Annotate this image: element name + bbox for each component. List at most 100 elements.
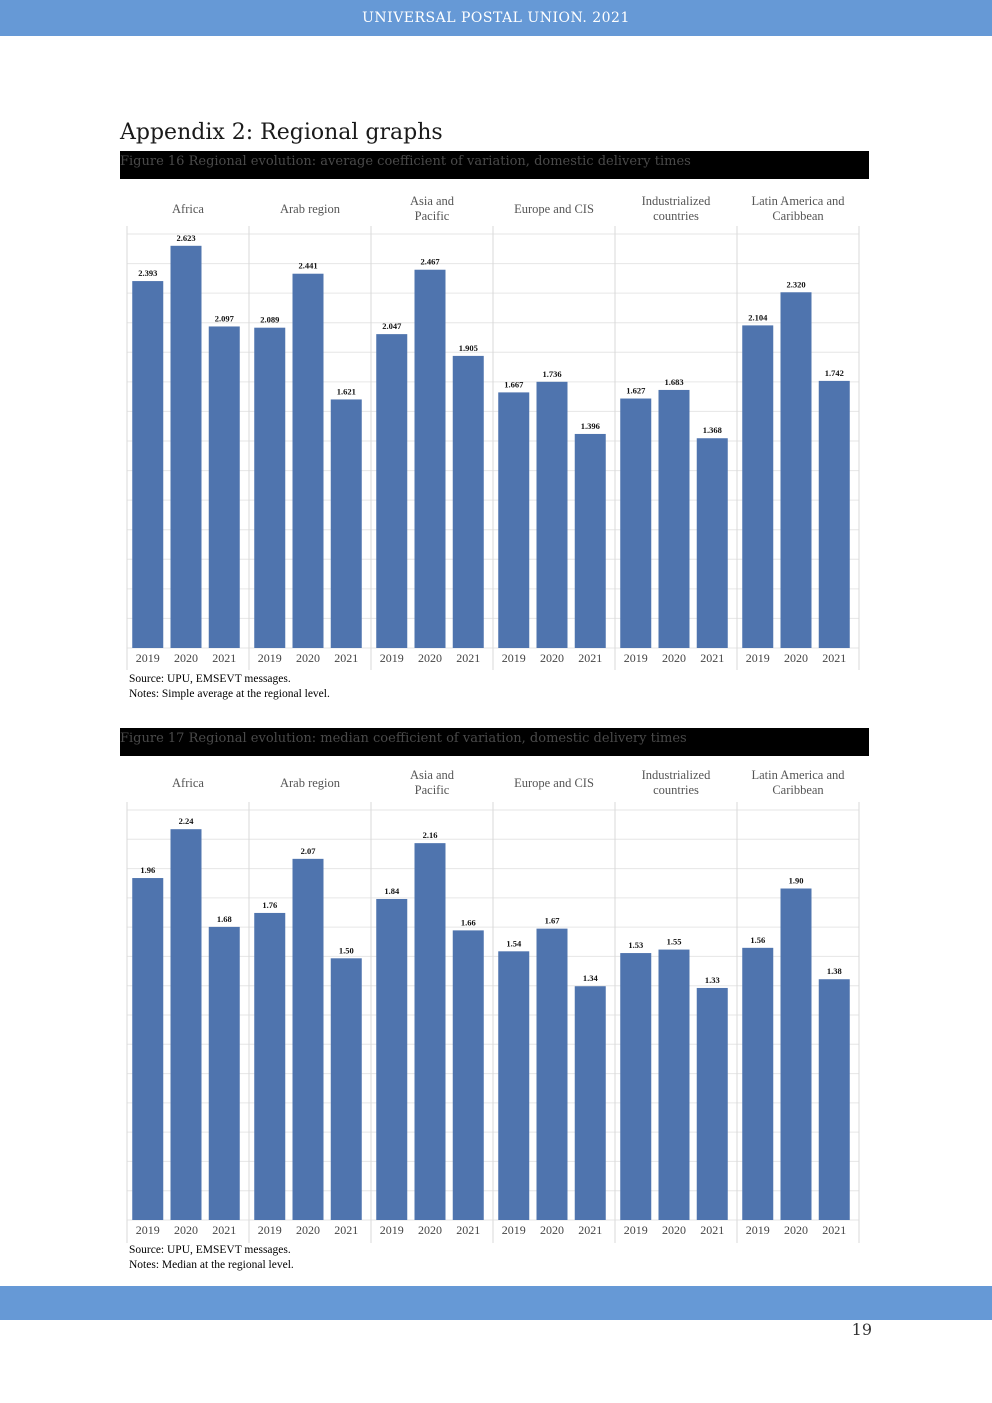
x-tick-label: 2019: [746, 1223, 770, 1237]
bar: [498, 392, 530, 648]
bar-data-label: 2.07: [301, 846, 317, 856]
panel-header-label: Industrialized: [642, 194, 711, 208]
panel-header-label: Industrialized: [642, 768, 711, 782]
x-tick-label: 2019: [136, 651, 160, 665]
bar-data-label: 1.67: [545, 916, 561, 926]
x-tick-label: 2020: [540, 1223, 564, 1237]
bar: [414, 843, 446, 1220]
bar: [742, 325, 774, 648]
figure-16-notes: Notes: Simple average at the regional le…: [129, 688, 330, 700]
panel-header-label: Arab region: [280, 776, 341, 790]
x-tick-label: 2021: [822, 651, 846, 665]
x-tick-label: 2021: [212, 1223, 236, 1237]
bar-data-label: 2.104: [748, 312, 768, 322]
x-tick-label: 2021: [334, 651, 358, 665]
bar-data-label: 2.097: [215, 313, 235, 323]
x-tick-label: 2021: [578, 1223, 602, 1237]
x-tick-label: 2021: [700, 651, 724, 665]
bar: [170, 245, 202, 648]
bar: [208, 926, 240, 1220]
page-number: 19: [851, 1320, 872, 1339]
figure-17-caption-bar: Figure 17 Regional evolution: median coe…: [120, 728, 869, 756]
x-tick-label: 2021: [212, 651, 236, 665]
bar: [818, 979, 850, 1220]
bar-data-label: 2.441: [298, 261, 317, 271]
bar-data-label: 1.90: [789, 876, 804, 886]
figure-16-source-notes: Source: UPU, EMSEVT messages. Notes: Sim…: [129, 672, 330, 702]
x-tick-label: 2019: [502, 651, 526, 665]
bar-data-label: 1.396: [581, 421, 600, 431]
panel-header-label: Asia and: [410, 194, 455, 208]
x-tick-label: 2021: [334, 1223, 358, 1237]
x-tick-label: 2021: [822, 1223, 846, 1237]
bar-data-label: 1.66: [461, 917, 476, 927]
bar-data-label: 2.623: [176, 233, 195, 243]
bar-data-label: 1.34: [583, 973, 599, 983]
bar-data-label: 1.56: [750, 935, 765, 945]
bar: [536, 381, 568, 648]
x-tick-label: 2020: [418, 651, 442, 665]
bar: [254, 327, 286, 648]
panel-header-label: Pacific: [415, 209, 450, 223]
bar-data-label: 1.33: [705, 975, 720, 985]
bar: [132, 878, 164, 1220]
bar-data-label: 1.627: [626, 386, 646, 396]
bar-data-label: 2.24: [179, 816, 195, 826]
bar: [742, 947, 774, 1220]
bar: [696, 987, 728, 1220]
bar: [254, 912, 286, 1220]
bar: [414, 269, 446, 648]
figure-16-source: Source: UPU, EMSEVT messages.: [129, 673, 291, 685]
bar-data-label: 1.667: [504, 379, 524, 389]
figure-17-caption: Figure 17 Regional evolution: median coe…: [120, 731, 687, 746]
bar-data-label: 1.742: [825, 368, 844, 378]
panel-header-label: Africa: [172, 202, 204, 216]
x-tick-label: 2019: [502, 1223, 526, 1237]
x-tick-label: 2020: [174, 1223, 198, 1237]
figure-17-svg: Africa 1.96 2019 2.24 2020 1.68 2021 Arab regio…: [126, 768, 860, 1243]
bar: [620, 953, 652, 1220]
bar: [376, 334, 408, 648]
bar: [780, 292, 812, 648]
panel-header-label: countries: [653, 209, 699, 223]
bar: [292, 858, 324, 1220]
x-tick-label: 2020: [784, 651, 808, 665]
x-tick-label: 2021: [578, 651, 602, 665]
bar-data-label: 1.55: [667, 937, 682, 947]
x-tick-label: 2020: [662, 1223, 686, 1237]
x-tick-label: 2019: [136, 1223, 160, 1237]
bar-data-label: 1.50: [339, 945, 354, 955]
x-tick-label: 2021: [700, 1223, 724, 1237]
bar-data-label: 1.76: [262, 900, 277, 910]
panel-header-label: Arab region: [280, 202, 341, 216]
footer-band: [0, 1286, 992, 1320]
bar: [330, 399, 362, 648]
panel-header-label: Caribbean: [772, 209, 824, 223]
panel-header-label: Europe and CIS: [514, 776, 594, 790]
panel-header-label: Asia and: [410, 768, 455, 782]
panel-header-label: Caribbean: [772, 783, 824, 797]
bar-data-label: 1.621: [337, 386, 356, 396]
bar: [696, 438, 728, 648]
bar-data-label: 2.393: [138, 268, 157, 278]
x-tick-label: 2019: [624, 651, 648, 665]
x-tick-label: 2019: [380, 1223, 404, 1237]
header-band: UNIVERSAL POSTAL UNION. 2021: [0, 0, 992, 36]
x-tick-label: 2021: [456, 651, 480, 665]
figure-16-svg: Africa 2.393 2019 2.623 2020 2.097 2021 Arab re…: [126, 194, 860, 670]
bar: [574, 986, 606, 1220]
panel-header-label: Pacific: [415, 783, 450, 797]
bar: [376, 898, 408, 1220]
figure-16-caption-bar: Figure 16 Regional evolution: average co…: [120, 151, 869, 179]
x-tick-label: 2019: [746, 651, 770, 665]
bar: [170, 829, 202, 1220]
bar: [780, 888, 812, 1220]
figure-16-caption: Figure 16 Regional evolution: average co…: [120, 154, 691, 169]
bar: [330, 958, 362, 1220]
bar-data-label: 2.16: [423, 830, 438, 840]
bar-data-label: 1.683: [664, 377, 683, 387]
panel-header-label: Latin America and: [751, 194, 845, 208]
x-tick-label: 2019: [258, 1223, 282, 1237]
bar-data-label: 1.368: [703, 425, 722, 435]
page-title: Appendix 2: Regional graphs: [120, 120, 443, 145]
